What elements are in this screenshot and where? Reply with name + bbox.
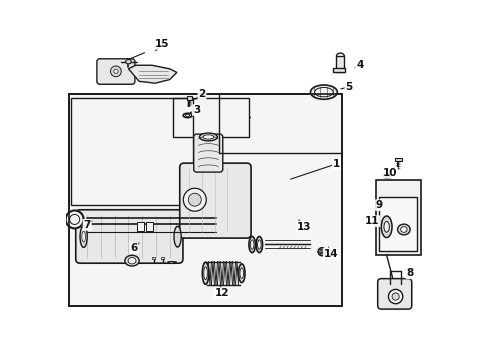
Bar — [379, 197, 417, 251]
Ellipse shape — [401, 226, 407, 232]
FancyBboxPatch shape — [180, 163, 251, 238]
Ellipse shape — [256, 237, 263, 253]
Text: 14: 14 — [324, 248, 339, 258]
Bar — [187, 96, 192, 100]
Text: 5: 5 — [345, 82, 353, 92]
Ellipse shape — [204, 267, 207, 280]
Ellipse shape — [383, 173, 390, 178]
Bar — [173, 98, 248, 137]
Text: 15: 15 — [155, 39, 170, 49]
FancyBboxPatch shape — [378, 279, 412, 309]
Ellipse shape — [174, 226, 181, 247]
Ellipse shape — [320, 249, 324, 254]
Ellipse shape — [202, 262, 209, 284]
Ellipse shape — [111, 66, 122, 77]
Text: 4: 4 — [356, 60, 364, 70]
Bar — [147, 222, 153, 231]
Bar — [333, 68, 345, 72]
Ellipse shape — [186, 114, 190, 117]
Text: 9: 9 — [376, 200, 383, 210]
FancyBboxPatch shape — [97, 59, 135, 84]
FancyBboxPatch shape — [76, 210, 183, 263]
Ellipse shape — [381, 216, 392, 238]
Ellipse shape — [128, 257, 136, 264]
Ellipse shape — [250, 240, 254, 249]
Ellipse shape — [318, 248, 326, 256]
Ellipse shape — [397, 224, 410, 235]
Bar — [137, 222, 144, 231]
Text: 3: 3 — [193, 105, 200, 115]
Text: 6: 6 — [130, 243, 138, 253]
Text: 2: 2 — [198, 89, 206, 99]
FancyBboxPatch shape — [194, 134, 223, 172]
Text: 1: 1 — [333, 159, 340, 169]
Ellipse shape — [385, 175, 388, 177]
Bar — [71, 98, 193, 205]
Bar — [395, 158, 402, 161]
Circle shape — [389, 289, 403, 304]
Ellipse shape — [311, 85, 337, 99]
Text: 10: 10 — [383, 168, 397, 178]
Ellipse shape — [114, 69, 118, 73]
Circle shape — [66, 211, 84, 228]
Ellipse shape — [125, 59, 131, 64]
Ellipse shape — [239, 264, 245, 283]
Text: 12: 12 — [215, 288, 229, 298]
Bar — [337, 56, 344, 72]
Ellipse shape — [249, 237, 255, 253]
Bar — [152, 257, 155, 259]
Ellipse shape — [384, 221, 390, 232]
Bar — [69, 94, 342, 306]
Bar — [376, 180, 421, 255]
Ellipse shape — [80, 226, 87, 247]
Ellipse shape — [315, 87, 333, 97]
Ellipse shape — [125, 255, 139, 266]
Circle shape — [183, 188, 206, 211]
Text: 7: 7 — [83, 220, 91, 230]
Ellipse shape — [199, 133, 218, 141]
Ellipse shape — [203, 135, 214, 139]
Bar — [161, 257, 164, 259]
Circle shape — [392, 293, 399, 300]
Text: 8: 8 — [406, 268, 414, 278]
Text: 11: 11 — [365, 216, 380, 226]
Ellipse shape — [183, 113, 192, 118]
Ellipse shape — [82, 231, 85, 242]
Bar — [69, 94, 342, 306]
Text: 13: 13 — [297, 222, 312, 231]
Ellipse shape — [240, 268, 244, 279]
Ellipse shape — [170, 261, 173, 264]
Polygon shape — [128, 65, 177, 83]
Circle shape — [188, 193, 201, 206]
Ellipse shape — [258, 240, 261, 249]
